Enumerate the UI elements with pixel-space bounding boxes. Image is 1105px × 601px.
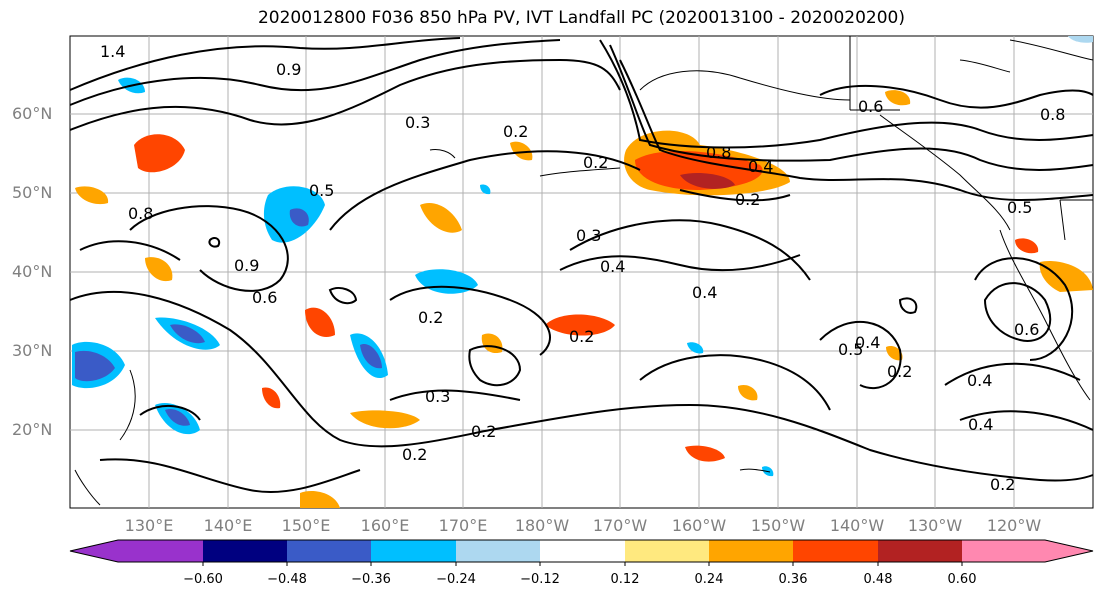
contour-label: 0.2 — [402, 445, 427, 464]
colorbar-tick: 0.60 — [947, 572, 977, 587]
lat-label: 40°N — [12, 262, 53, 281]
colorbar-tick: −0.48 — [267, 572, 307, 587]
lon-label: 150°W — [750, 516, 806, 535]
contour-label: 0.9 — [276, 60, 301, 79]
contour-label: 0.2 — [887, 362, 912, 381]
contour-label: 0.5 — [1007, 198, 1032, 217]
contour-label: 0.3 — [405, 113, 430, 132]
pv-patch-positive — [134, 134, 185, 173]
pv-patch-positive — [420, 202, 462, 233]
pv-patch-negative — [480, 184, 491, 195]
lat-label: 50°N — [12, 183, 53, 202]
coastlines — [74, 36, 1094, 506]
pv-patch-negative-strong — [75, 350, 115, 382]
contour-label: 0.4 — [968, 415, 993, 434]
contour-label: 0.9 — [234, 256, 259, 275]
lon-label: 180°W — [514, 516, 570, 535]
lon-label: 160°W — [671, 516, 727, 535]
pv-patch-strong — [635, 150, 763, 190]
lat-label: 20°N — [12, 420, 53, 439]
contour-label: 0.6 — [1014, 320, 1039, 339]
lon-label: 140°E — [203, 516, 253, 535]
contour-label: 0.8 — [706, 143, 731, 162]
contour-label: 0.8 — [1040, 105, 1065, 124]
contour-label: 0.4 — [855, 333, 880, 352]
pv-patch-positive — [738, 384, 758, 401]
contour-label: 0.3 — [576, 226, 601, 245]
pv-patch-max — [680, 173, 735, 189]
pv-patch-positive — [685, 445, 725, 462]
colorbar-tick: 0.48 — [863, 572, 893, 587]
pv-patch-negative-strong — [170, 324, 205, 344]
colorbar-tick: 0.36 — [778, 572, 808, 587]
contour-label: 0.6 — [858, 97, 883, 116]
pv-patch-negative-strong — [289, 208, 309, 227]
contour-labels: 1.4 0.9 0.3 0.2 0.2 0.6 0.8 0.4 0.2 0.5 … — [100, 42, 1065, 494]
contour-label: 0.3 — [425, 387, 450, 406]
pv-patch-negative-strong — [165, 409, 190, 426]
contour-label: 0.2 — [990, 475, 1015, 494]
contour-label: 0.2 — [569, 327, 594, 346]
pv-patch-positive — [75, 186, 109, 205]
contour-label: 0.8 — [128, 204, 153, 223]
contour-label: 0.2 — [735, 190, 760, 209]
lon-label: 130°E — [124, 516, 174, 535]
pv-patch-negative — [687, 342, 704, 354]
graticule — [70, 36, 1093, 508]
contour-label: 0.4 — [748, 157, 773, 176]
contour-label: 0.2 — [418, 308, 443, 327]
pv-patch-positive — [145, 257, 173, 282]
contour-label: 0.4 — [600, 257, 625, 276]
pv-patch-positive — [885, 90, 911, 106]
pv-patch-positive — [262, 387, 281, 409]
colorbar-tick: 0.12 — [610, 572, 640, 587]
lon-label: 170°W — [592, 516, 648, 535]
lat-label: 30°N — [12, 341, 53, 360]
contour-label: 0.2 — [503, 122, 528, 141]
pv-patch-positive — [510, 141, 533, 161]
pv-patch-positive — [305, 307, 335, 338]
pv-patch-negative-strong — [360, 344, 382, 369]
lon-label: 160°E — [360, 516, 410, 535]
pv-patch-positive — [886, 346, 903, 361]
ivt-contours — [69, 37, 1094, 493]
contour-label: 0.4 — [967, 371, 992, 390]
contour-label: 0.2 — [583, 153, 608, 172]
pv-patch-negative — [1068, 36, 1093, 43]
contour-label: 0.5 — [838, 340, 863, 359]
colorbar-tick: −0.24 — [436, 572, 476, 587]
plot-title: 2020012800 F036 850 hPa PV, IVT Landfall… — [257, 8, 905, 28]
lon-label: 170°E — [438, 516, 488, 535]
colorbar-tick: −0.12 — [520, 572, 560, 587]
lon-label: 120°W — [986, 516, 1042, 535]
colorbar-tick: 0.24 — [694, 572, 724, 587]
pv-patch-positive — [545, 314, 615, 336]
lon-label: 130°W — [907, 516, 963, 535]
contour-label: 0.5 — [309, 181, 334, 200]
pv-patch-positive — [300, 490, 340, 508]
contour-label: 0.4 — [692, 283, 717, 302]
colorbar-tick: −0.36 — [351, 572, 391, 587]
pv-patch-positive — [1015, 238, 1039, 254]
contour-label: 0.2 — [471, 422, 496, 441]
lat-label: 60°N — [12, 104, 53, 123]
contour-label: 0.6 — [252, 288, 277, 307]
pv-patch-positive — [1039, 260, 1093, 292]
contour-label: 1.4 — [100, 42, 125, 61]
colorbar-tick: −0.60 — [183, 572, 223, 587]
lon-label: 150°E — [281, 516, 331, 535]
lon-label: 140°W — [829, 516, 885, 535]
pv-patch-positive — [350, 410, 420, 429]
